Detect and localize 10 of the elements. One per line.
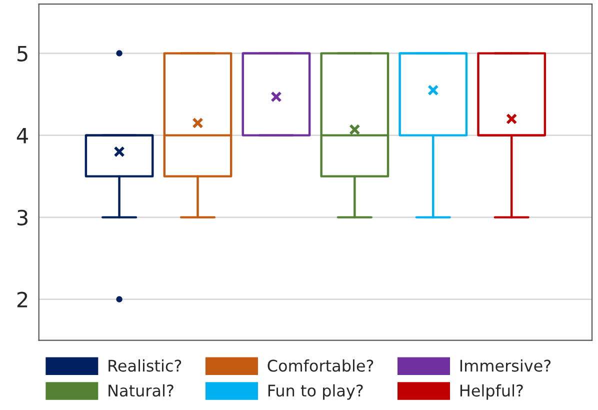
y-tick-label: 2 (17, 292, 28, 308)
legend-label: Comfortable? (268, 359, 374, 372)
y-tick-label: 5 (18, 46, 28, 62)
legend-label: Helpful? (460, 384, 523, 400)
legend-label: Natural? (108, 384, 174, 397)
legend-label: Immersive? (460, 359, 551, 372)
y-tick-label: 4 (16, 128, 28, 144)
legend-label: Fun to play? (268, 384, 363, 400)
y-tick-label: 3 (17, 210, 28, 226)
legend-label: Realistic? (108, 359, 182, 372)
